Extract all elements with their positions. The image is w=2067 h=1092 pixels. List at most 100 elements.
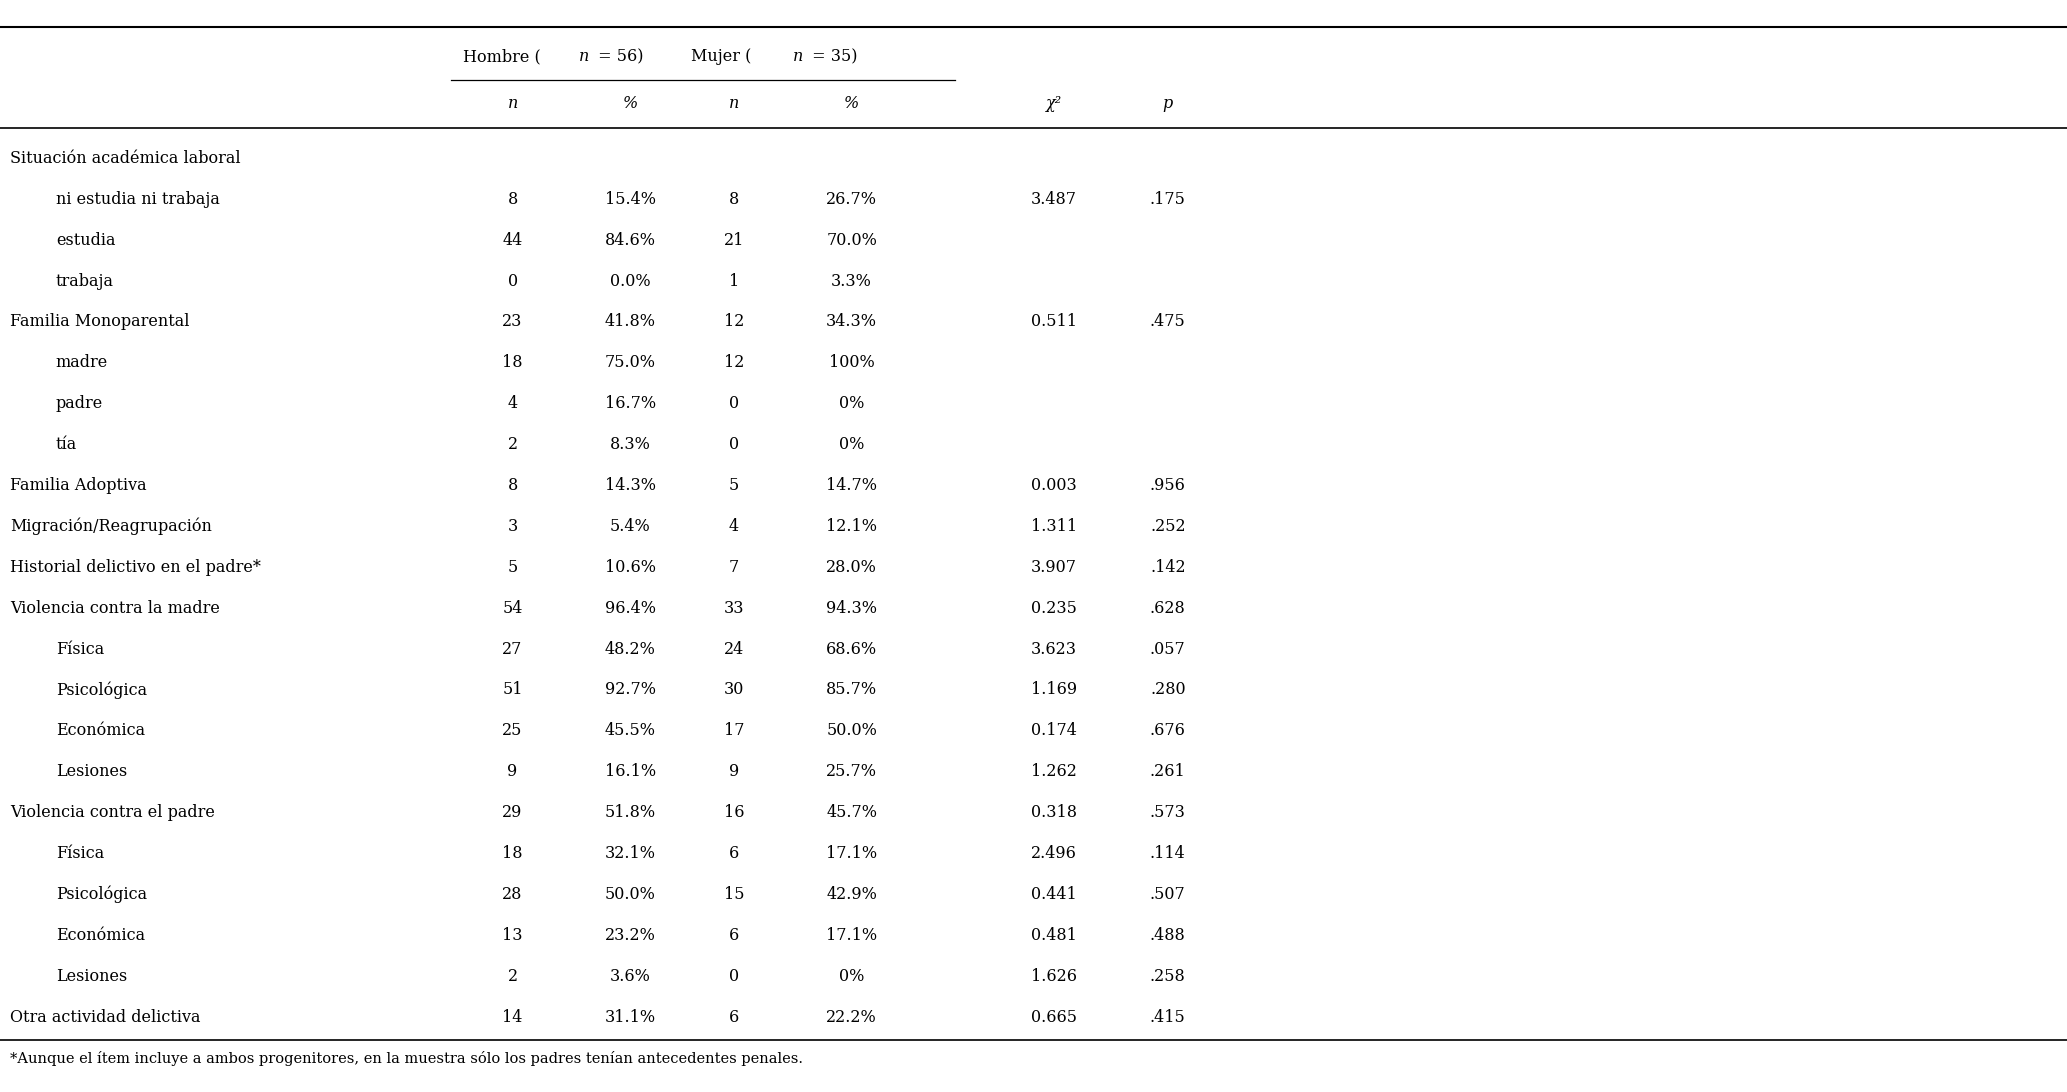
Text: 0.481: 0.481 [1031, 927, 1077, 943]
Text: Mujer (: Mujer ( [690, 48, 752, 66]
Text: %: % [622, 95, 639, 112]
Text: .488: .488 [1149, 927, 1186, 943]
Text: .573: .573 [1149, 804, 1186, 821]
Text: Económica: Económica [56, 927, 145, 943]
Text: .175: .175 [1149, 191, 1186, 207]
Text: Física: Física [56, 641, 103, 657]
Text: Familia Monoparental: Familia Monoparental [10, 313, 190, 331]
Text: 94.3%: 94.3% [827, 600, 876, 617]
Text: 1.262: 1.262 [1031, 763, 1077, 781]
Text: .142: .142 [1149, 559, 1186, 575]
Text: 9: 9 [508, 763, 517, 781]
Text: 10.6%: 10.6% [606, 559, 655, 575]
Text: 0%: 0% [839, 436, 864, 453]
Text: 54: 54 [502, 600, 523, 617]
Text: 14.7%: 14.7% [827, 477, 876, 494]
Text: 34.3%: 34.3% [827, 313, 876, 331]
Text: 28.0%: 28.0% [827, 559, 876, 575]
Text: 18: 18 [502, 845, 523, 862]
Text: 0.665: 0.665 [1031, 1009, 1077, 1025]
Text: 45.7%: 45.7% [827, 804, 876, 821]
Text: 16.1%: 16.1% [606, 763, 655, 781]
Text: 8: 8 [730, 191, 738, 207]
Text: 18: 18 [502, 355, 523, 371]
Text: Psicológica: Psicológica [56, 681, 147, 699]
Text: estudia: estudia [56, 232, 116, 249]
Text: n: n [792, 48, 802, 66]
Text: 8.3%: 8.3% [610, 436, 651, 453]
Text: Violencia contra el padre: Violencia contra el padre [10, 804, 215, 821]
Text: Otra actividad delictiva: Otra actividad delictiva [10, 1009, 200, 1025]
Text: trabaja: trabaja [56, 273, 114, 289]
Text: 13: 13 [502, 927, 523, 943]
Text: 17.1%: 17.1% [827, 927, 876, 943]
Text: 0: 0 [508, 273, 517, 289]
Text: 14.3%: 14.3% [606, 477, 655, 494]
Text: 42.9%: 42.9% [827, 886, 876, 903]
Text: 0.441: 0.441 [1031, 886, 1077, 903]
Text: .628: .628 [1149, 600, 1186, 617]
Text: 3: 3 [508, 518, 517, 535]
Text: 0.511: 0.511 [1031, 313, 1077, 331]
Text: p: p [1164, 95, 1172, 112]
Text: 17.1%: 17.1% [827, 845, 876, 862]
Text: 23.2%: 23.2% [606, 927, 655, 943]
Text: 41.8%: 41.8% [606, 313, 655, 331]
Text: 8: 8 [508, 477, 517, 494]
Text: 27: 27 [502, 641, 523, 657]
Text: 48.2%: 48.2% [606, 641, 655, 657]
Text: padre: padre [56, 395, 103, 413]
Text: 22.2%: 22.2% [827, 1009, 876, 1025]
Text: tía: tía [56, 436, 76, 453]
Text: .280: .280 [1149, 681, 1186, 699]
Text: = 35): = 35) [806, 48, 858, 66]
Text: 5.4%: 5.4% [610, 518, 651, 535]
Text: 23: 23 [502, 313, 523, 331]
Text: 50.0%: 50.0% [827, 723, 876, 739]
Text: 0: 0 [730, 395, 738, 413]
Text: 3.487: 3.487 [1031, 191, 1077, 207]
Text: Hombre (: Hombre ( [463, 48, 542, 66]
Text: 9: 9 [730, 763, 738, 781]
Text: 0: 0 [730, 968, 738, 985]
Text: 92.7%: 92.7% [606, 681, 655, 699]
Text: = 56): = 56) [593, 48, 643, 66]
Text: 3.3%: 3.3% [831, 273, 872, 289]
Text: 51.8%: 51.8% [606, 804, 655, 821]
Text: 2: 2 [508, 968, 517, 985]
Text: Familia Adoptiva: Familia Adoptiva [10, 477, 147, 494]
Text: 12.1%: 12.1% [827, 518, 876, 535]
Text: 28: 28 [502, 886, 523, 903]
Text: 44: 44 [502, 232, 523, 249]
Text: Migración/Reagrupación: Migración/Reagrupación [10, 518, 213, 535]
Text: .252: .252 [1149, 518, 1186, 535]
Text: 21: 21 [723, 232, 744, 249]
Text: Lesiones: Lesiones [56, 763, 126, 781]
Text: 33: 33 [723, 600, 744, 617]
Text: 6: 6 [730, 845, 738, 862]
Text: 2.496: 2.496 [1031, 845, 1077, 862]
Text: 16: 16 [723, 804, 744, 821]
Text: 6: 6 [730, 1009, 738, 1025]
Text: .261: .261 [1149, 763, 1186, 781]
Text: 3.623: 3.623 [1031, 641, 1077, 657]
Text: 51: 51 [502, 681, 523, 699]
Text: 0.318: 0.318 [1031, 804, 1077, 821]
Text: 84.6%: 84.6% [606, 232, 655, 249]
Text: n: n [508, 95, 517, 112]
Text: ni estudia ni trabaja: ni estudia ni trabaja [56, 191, 219, 207]
Text: 70.0%: 70.0% [827, 232, 876, 249]
Text: 45.5%: 45.5% [606, 723, 655, 739]
Text: 7: 7 [730, 559, 738, 575]
Text: .676: .676 [1149, 723, 1186, 739]
Text: 26.7%: 26.7% [827, 191, 876, 207]
Text: 100%: 100% [829, 355, 874, 371]
Text: 85.7%: 85.7% [827, 681, 876, 699]
Text: .415: .415 [1149, 1009, 1186, 1025]
Text: 96.4%: 96.4% [606, 600, 655, 617]
Text: 1.626: 1.626 [1031, 968, 1077, 985]
Text: .956: .956 [1149, 477, 1186, 494]
Text: .057: .057 [1149, 641, 1186, 657]
Text: 12: 12 [723, 313, 744, 331]
Text: madre: madre [56, 355, 107, 371]
